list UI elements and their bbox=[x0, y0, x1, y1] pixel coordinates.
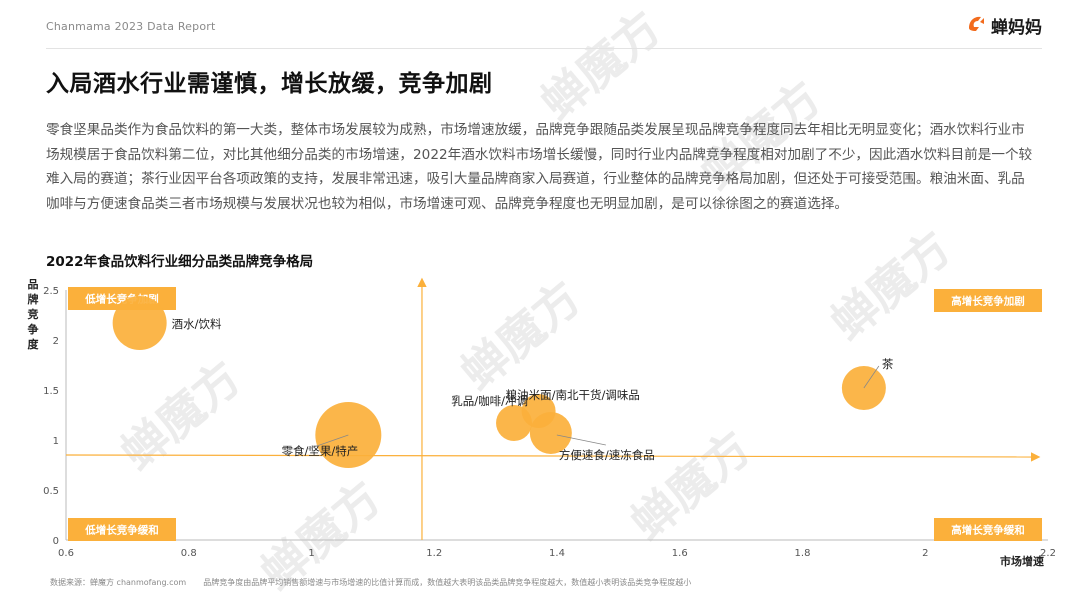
y-axis-label: 度 bbox=[28, 337, 40, 351]
y-axis-label: 争 bbox=[28, 322, 39, 336]
x-tick-label: 1.8 bbox=[795, 548, 811, 559]
bubble-chart: 0.6 0.8 1 1.2 1.4 1.6 1.8 2 2.2 0 0.5 1 1.5 2 2.5 市场增速 品… bbox=[28, 277, 1056, 568]
brand-name: 蝉妈妈 bbox=[991, 17, 1042, 38]
source-note: 数据来源：蝉魔方 chanmofang.com bbox=[50, 578, 187, 587]
bubble-label: 粮油米面/南北干货/调味品 bbox=[506, 388, 640, 402]
x-tick-label: 1.2 bbox=[426, 548, 442, 559]
report-label: Chanmama 2023 Data Report bbox=[46, 20, 216, 33]
bubble bbox=[529, 412, 572, 454]
page-title: 入局酒水行业需谨慎，增长放缓，竞争加剧 bbox=[46, 71, 493, 97]
label-leader bbox=[556, 434, 606, 446]
chart-title: 2022年食品饮料行业细分品类品牌竞争格局 bbox=[46, 254, 314, 270]
label-leader bbox=[863, 365, 880, 389]
y-tick-label: 2 bbox=[53, 336, 59, 347]
y-axis-label: 牌 bbox=[28, 292, 39, 306]
y-tick-label: 2.5 bbox=[43, 286, 59, 297]
body-paragraph: 零食坚果品类作为食品饮料的第一大类，整体市场发展较为成熟，市场增速放缓，品牌竞争… bbox=[46, 122, 1033, 212]
x-tick-label: 0.6 bbox=[58, 548, 74, 559]
bubble-label: 酒水/饮料 bbox=[172, 317, 222, 331]
x-tick-label: 1 bbox=[308, 548, 314, 559]
watermark: 蝉魔方 bbox=[530, 0, 672, 131]
quadrant-label-bottom-right: 高增长竞争缓和 bbox=[951, 524, 1025, 537]
x-tick-label: 0.8 bbox=[181, 548, 197, 559]
header-divider bbox=[46, 48, 1042, 49]
brand-logo: 蝉妈妈 bbox=[965, 12, 1042, 38]
label-leader bbox=[308, 434, 349, 450]
y-tick-label: 0.5 bbox=[43, 486, 59, 497]
quadrant-label-bottom-right-box bbox=[934, 518, 1042, 541]
bubble-label: 茶 bbox=[882, 357, 894, 371]
brand-icon bbox=[965, 12, 987, 38]
x-tick-label: 1.4 bbox=[549, 548, 565, 559]
footnote: 数据来源：蝉魔方 chanmofang.com 品牌竞争度由品牌平均销售额增速与… bbox=[50, 577, 691, 588]
bubble-label: 方便速食/速冻食品 bbox=[559, 448, 655, 462]
y-tick-label: 1 bbox=[53, 436, 59, 447]
quadrant-label-top-right: 高增长竞争加剧 bbox=[951, 295, 1025, 308]
x-tick-label: 1.6 bbox=[672, 548, 688, 559]
bubble-label: 零食/坚果/特产 bbox=[282, 444, 359, 458]
bubble-label: 乳品/咖啡/冲调 bbox=[451, 394, 528, 408]
bubble bbox=[112, 296, 167, 350]
y-axis-label: 竞 bbox=[28, 307, 39, 321]
x-tick-label: 2.2 bbox=[1040, 548, 1056, 559]
x-axis-label: 市场增速 bbox=[1000, 554, 1044, 568]
y-axis-label: 品 bbox=[28, 278, 39, 291]
quadrant-label-top-right-box bbox=[934, 289, 1042, 312]
horizontal-divider bbox=[65, 452, 1041, 462]
y-tick-label: 0 bbox=[53, 536, 59, 547]
x-tick-label: 2 bbox=[922, 548, 928, 559]
y-tick-label: 1.5 bbox=[43, 386, 59, 397]
method-note: 品牌竞争度由品牌平均销售额增速与市场增速的比值计算而成，数值越大表明该品类品牌竞… bbox=[203, 578, 692, 587]
quadrant-label-bottom-left: 低增长竞争缓和 bbox=[84, 524, 159, 537]
quadrant-label-bottom-left-box bbox=[68, 518, 176, 541]
